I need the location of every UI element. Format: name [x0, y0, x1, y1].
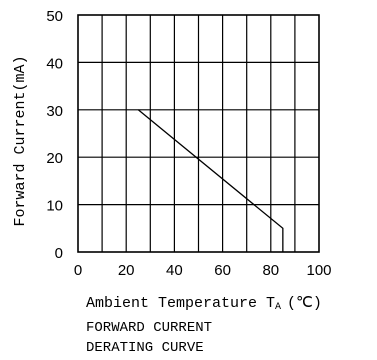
x-tick-label: 40 [166, 262, 183, 279]
series-group [137, 109, 284, 252]
y-tick-label: 20 [46, 150, 63, 167]
x-axis-label-subscript: A [275, 302, 281, 313]
x-tick-labels: 0 20 40 60 80 100 [74, 262, 332, 279]
x-axis-label-unit: (℃) [287, 295, 322, 312]
y-tick-label: 10 [46, 198, 63, 215]
x-tick-label: 80 [262, 262, 279, 279]
x-tick-label: 60 [214, 262, 231, 279]
y-tick-label: 0 [55, 245, 63, 262]
x-axis-label-main: Ambient Temperature T [86, 295, 275, 312]
x-tick-label: 0 [74, 262, 82, 279]
plot-border [77, 14, 320, 253]
y-axis-label: Forward Current(mA) [12, 55, 29, 226]
y-tick-label: 40 [46, 55, 63, 72]
x-axis-label: Ambient Temperature TA (℃) [86, 295, 322, 313]
x-tick-label: 20 [118, 262, 135, 279]
chart-grid [78, 15, 319, 252]
y-tick-label: 50 [46, 8, 63, 25]
y-tick-label: 30 [46, 103, 63, 120]
y-tick-labels: 0 10 20 30 40 50 [46, 8, 63, 262]
x-tick-label: 100 [306, 262, 331, 279]
caption-line-2: DERATING CURVE [86, 340, 204, 356]
caption-line-1: FORWARD CURRENT [86, 320, 212, 336]
series-line-0 [137, 109, 284, 252]
plot-frame [77, 14, 320, 253]
